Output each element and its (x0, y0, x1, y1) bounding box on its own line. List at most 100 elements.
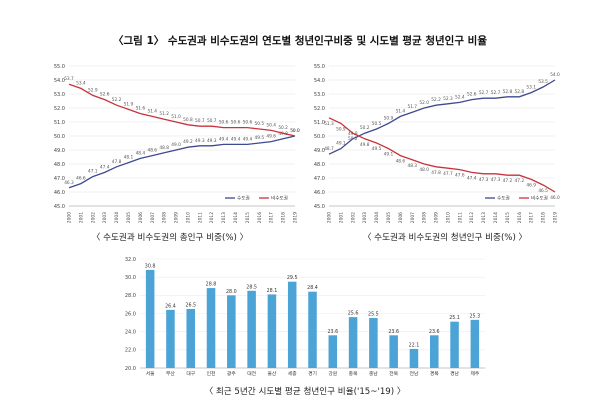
chart1-xtick-label: 2007 (150, 212, 156, 223)
chart3-data-label: 28.8 (206, 282, 217, 288)
chart3-bar (145, 269, 155, 368)
chart2-xtick-label: 2009 (434, 212, 440, 223)
chart3-data-label: 26.5 (185, 302, 196, 308)
chart3-bar (328, 335, 338, 368)
chart1-xtick-label: 2009 (174, 212, 180, 223)
chart3-data-label: 23.6 (429, 329, 440, 335)
chart2-ytick-label: 52.0 (314, 106, 325, 112)
chart3-category-label: 대전 (247, 370, 256, 377)
chart2-data-label: 50.9 (336, 126, 346, 132)
chart3-data-label: 25.5 (368, 312, 379, 318)
chart3-category-label: 세종 (288, 370, 297, 377)
chart2-ytick-label: 45.0 (314, 204, 325, 210)
chart1-legend-label: 수도권 (237, 195, 250, 202)
chart1-data-label: 50.6 (243, 120, 253, 126)
chart2-xtick-label: 2007 (410, 212, 416, 223)
chart2-legend-label: 수도권 (497, 195, 510, 202)
chart1-data-label: 47.1 (88, 169, 98, 175)
chart3-data-label: 25.6 (348, 311, 359, 317)
chart1-ytick-label: 52.0 (54, 106, 65, 112)
chart1-data-label: 50.7 (207, 118, 217, 124)
chart1-ytick-label: 53.0 (54, 92, 65, 98)
chart2-xtick-label: 2012 (469, 212, 475, 223)
chart1-data-label: 48.1 (124, 155, 134, 161)
chart2-data-label: 46.5 (538, 188, 548, 194)
chart2-data-label: 53.1 (526, 85, 536, 91)
chart1-data-label: 51.4 (147, 108, 157, 114)
chart1-ytick-label: 51.0 (54, 120, 65, 126)
chart2-ytick-label: 47.0 (314, 176, 325, 182)
chart3-category-label: 경북 (430, 370, 439, 377)
chart2-data-label: 48.7 (324, 146, 334, 152)
chart3-category-label: 서울 (146, 370, 155, 377)
chart3-bar (470, 319, 480, 368)
chart2-data-label: 47.7 (443, 171, 453, 177)
chart2-data-label: 49.8 (360, 142, 370, 148)
chart1-data-label: 49.3 (195, 138, 205, 144)
chart3-category-label: 충북 (349, 370, 358, 377)
chart1-data-label: 52.9 (88, 87, 98, 93)
chart1-ytick-label: 45.0 (54, 204, 65, 210)
chart2-caption: 〈 수도권과 비수도권의 청년인구 비중(%) 〉 (362, 233, 528, 243)
chart1-data-label: 46.3 (64, 180, 74, 186)
chart1-xtick-label: 2017 (269, 212, 275, 223)
chart2-data-label: 50.2 (360, 125, 370, 131)
chart2-ytick-label: 51.0 (314, 120, 325, 126)
chart1-data-label: 49.4 (219, 136, 229, 142)
chart2-data-label: 50.2 (348, 136, 358, 142)
chart1-data-label: 53.4 (76, 80, 86, 86)
chart2-ytick-label: 48.0 (314, 162, 325, 168)
chart1-xtick-label: 2012 (209, 212, 215, 223)
chart1-ytick-label: 55.0 (54, 64, 65, 70)
chart1-data-label: 51.9 (124, 101, 134, 107)
chart1-data-label: 49.4 (243, 136, 253, 142)
page-title: 〈그림 1〉 수도권과 비수도권의 연도별 청년인구비중 및 시도별 평균 청년… (113, 35, 487, 47)
chart1-data-label: 51.2 (159, 111, 169, 117)
chart3-ytick-label: 20.0 (125, 366, 136, 372)
chart3-bar (166, 309, 175, 368)
chart3-bar (227, 295, 236, 368)
chart2-xtick-label: 2013 (481, 212, 487, 223)
chart3-category-label: 전남 (410, 370, 419, 377)
chart1-ytick-label: 54.0 (54, 78, 65, 84)
chart3-category-label: 부산 (166, 370, 175, 377)
chart3-ytick-label: 30.0 (125, 275, 136, 281)
chart1-data-label: 47.8 (112, 159, 122, 165)
chart1-data-label: 50.5 (255, 121, 265, 127)
chart1-xtick-label: 2004 (114, 212, 120, 223)
chart1-data-label: 50.6 (219, 120, 229, 126)
chart2-xtick-label: 2015 (505, 212, 511, 223)
chart1-ytick-label: 46.0 (54, 190, 65, 196)
chart3-bar (186, 308, 195, 368)
chart1-xtick-label: 2019 (293, 212, 299, 223)
chart2-data-label: 47.3 (479, 177, 489, 183)
chart3-bar (409, 348, 419, 368)
chart3-data-label: 29.5 (287, 275, 298, 281)
chart3-data-label: 28.5 (246, 284, 257, 290)
chart1-ytick-label: 49.0 (54, 148, 65, 154)
chart1-xtick-label: 2003 (102, 212, 108, 223)
chart3-data-label: 30.8 (145, 263, 156, 269)
chart1-xtick-label: 2000 (67, 212, 73, 223)
chart2-xtick-label: 2010 (445, 212, 451, 223)
chart2-data-label: 46.0 (550, 195, 560, 201)
chart1-data-label: 50.4 (266, 122, 276, 128)
chart1-ytick-label: 48.0 (54, 162, 65, 168)
chart1-data-label: 51.6 (136, 106, 146, 112)
chart2-ytick-label: 55.0 (314, 64, 325, 70)
chart1-data-label: 49.6 (266, 134, 276, 140)
chart1-xtick-label: 2010 (185, 212, 191, 223)
chart3-data-label: 22.1 (409, 342, 420, 348)
chart1-data-label: 50.2 (278, 125, 288, 131)
chart2-ytick-label: 50.0 (314, 134, 325, 140)
chart3-data-label: 23.6 (388, 329, 399, 335)
chart1-data-label: 48.4 (136, 150, 146, 156)
chart1-xtick-label: 2006 (138, 212, 144, 223)
chart1-caption: 〈 수도권과 비수도권의 총인구 비중(%) 〉 (91, 233, 249, 243)
chart1-xtick-label: 2005 (126, 212, 132, 223)
chart2-ytick-label: 49.0 (314, 148, 325, 154)
chart1-xtick-label: 2008 (162, 212, 168, 223)
chart1-data-label: 49.3 (207, 138, 217, 144)
chart1-data-label: 51.0 (171, 114, 181, 120)
